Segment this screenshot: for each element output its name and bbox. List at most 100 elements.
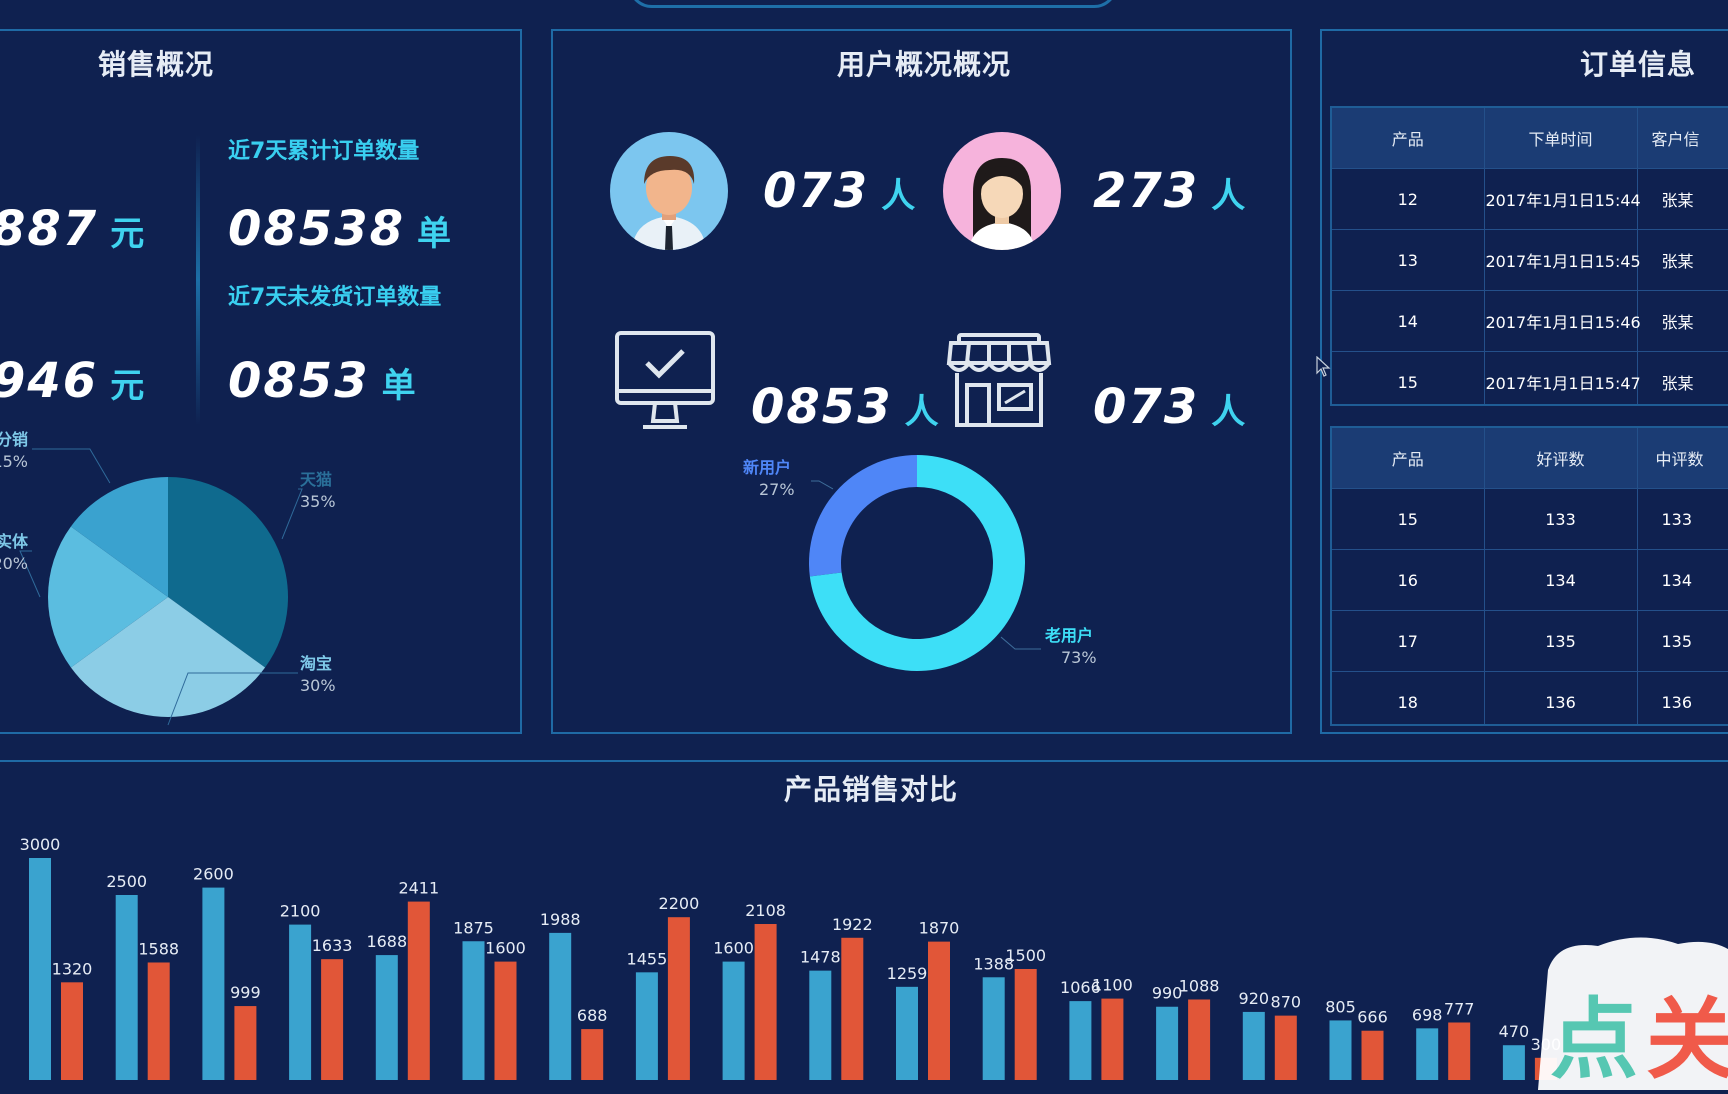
bar[interactable] <box>809 970 832 1080</box>
bar[interactable] <box>202 887 225 1080</box>
bar[interactable] <box>581 1029 604 1080</box>
bar-value-label: 1922 <box>832 915 873 934</box>
bar-value-label: 999 <box>230 983 261 1002</box>
donut-percent: 73% <box>1061 648 1097 667</box>
bar[interactable] <box>1242 1011 1265 1080</box>
column-header[interactable]: 下单时间 <box>1483 108 1637 169</box>
user-overview-panel: 用户概况概况 073 人 273 人 0853 <box>551 29 1292 734</box>
table-row[interactable]: 18 136 136 <box>1332 671 1728 724</box>
table-row[interactable]: 13 2017年1月1日15:45 张某 <box>1332 229 1728 291</box>
sales-amount-2-value: 946 <box>0 353 99 409</box>
review-table: 产品 好评数 中评数 15 133 133 16 134 134 17 135 135 18 136… <box>1330 426 1728 726</box>
sales-amount-1-value: 887 <box>0 201 99 257</box>
table-cell: 15 <box>1332 488 1484 550</box>
sales-divider <box>196 135 200 425</box>
users-title: 用户概况概况 <box>837 48 1012 81</box>
column-header[interactable]: 产品 <box>1332 428 1484 489</box>
bar[interactable] <box>462 941 485 1080</box>
pie-slice-label: 分销 <box>0 431 28 449</box>
donut-segment[interactable] <box>809 455 1025 671</box>
bar[interactable] <box>549 932 572 1080</box>
bar-value-label: 1388 <box>973 954 1014 973</box>
product-chart-title: 产品销售对比 <box>784 773 959 806</box>
bar[interactable] <box>29 858 51 1080</box>
column-header[interactable]: 客户信 <box>1636 108 1728 169</box>
bar[interactable] <box>841 937 864 1080</box>
bar[interactable] <box>1014 969 1037 1080</box>
bar[interactable] <box>147 962 170 1080</box>
bar[interactable] <box>1188 999 1211 1080</box>
bar-value-label: 2100 <box>280 902 321 921</box>
table-row[interactable]: 15 133 133 <box>1332 488 1728 550</box>
bar[interactable] <box>1069 1001 1092 1080</box>
bar-value-label: 2411 <box>398 879 439 898</box>
watermark-sticker: 点关 <box>1528 930 1728 1091</box>
bar[interactable] <box>494 961 517 1080</box>
table-row[interactable]: 17 135 135 <box>1332 610 1728 672</box>
bar[interactable] <box>982 977 1005 1080</box>
monitor-check-icon <box>615 331 715 429</box>
table-row[interactable]: 14 2017年1月1日15:46 张某 <box>1332 290 1728 352</box>
bar-value-label: 470 <box>1499 1022 1530 1041</box>
bar[interactable] <box>61 982 83 1080</box>
mouse-cursor-icon <box>1316 356 1331 377</box>
bar[interactable] <box>722 961 745 1080</box>
bar[interactable] <box>1329 1020 1352 1080</box>
bar[interactable] <box>754 924 777 1080</box>
male-avatar-icon <box>610 132 728 250</box>
pie-slice[interactable] <box>70 477 168 597</box>
bar[interactable] <box>115 895 138 1080</box>
table-row[interactable]: 16 134 134 <box>1332 549 1728 611</box>
female-avatar-icon <box>943 132 1061 250</box>
donut-label: 老用户 <box>1044 626 1093 645</box>
bar[interactable] <box>1416 1028 1439 1080</box>
bar[interactable] <box>928 941 950 1080</box>
bar[interactable] <box>1361 1030 1384 1080</box>
orders-7d-value: 08538 <box>228 201 405 257</box>
bar-value-label: 1875 <box>453 918 494 937</box>
pie-leader-line <box>19 550 41 598</box>
pie-slice-percent: 30% <box>300 676 336 695</box>
bar-value-label: 1320 <box>52 959 93 978</box>
bar[interactable] <box>635 972 658 1080</box>
female-user-value: 273 <box>1093 163 1200 219</box>
table-cell: 张某 <box>1636 229 1728 291</box>
unshipped-7d-count: 0853 单 <box>228 353 418 409</box>
watermark-char-1: 点关 <box>1550 988 1728 1090</box>
bar[interactable] <box>375 955 398 1080</box>
table-cell: 133 <box>1636 488 1728 550</box>
store-user-count: 073 人 <box>1093 379 1247 435</box>
column-header[interactable]: 产品 <box>1332 108 1484 169</box>
user-unit: 人 <box>1211 392 1248 432</box>
table-cell: 2017年1月1日15:46 <box>1483 290 1641 352</box>
table-cell: 14 <box>1332 290 1484 352</box>
bar[interactable] <box>1448 1022 1471 1080</box>
bar[interactable] <box>667 917 690 1080</box>
bar[interactable] <box>289 924 312 1080</box>
pie-slice[interactable] <box>48 526 168 668</box>
bar[interactable] <box>234 1006 257 1080</box>
pie-slice[interactable] <box>70 597 266 717</box>
review-grid: 产品 好评数 中评数 15 133 133 16 134 134 17 135 135 18 136… <box>1332 428 1728 724</box>
column-header[interactable]: 中评数 <box>1636 428 1728 489</box>
donut-segment[interactable] <box>809 455 917 577</box>
unshipped-7d-label: 近7天未发货订单数量 <box>228 285 442 310</box>
pie-slice-percent: 15% <box>0 452 28 471</box>
pie-slice[interactable] <box>168 477 288 668</box>
bar[interactable] <box>321 959 344 1080</box>
bar[interactable] <box>1156 1006 1179 1080</box>
table-row[interactable]: 12 2017年1月1日15:44 张某 <box>1332 168 1728 230</box>
bar[interactable] <box>407 901 430 1080</box>
bar-value-label: 1478 <box>800 948 841 967</box>
bar[interactable] <box>1274 1015 1297 1080</box>
bar-value-label: 2500 <box>106 872 147 891</box>
bar[interactable] <box>1101 998 1124 1080</box>
bar[interactable] <box>1502 1045 1525 1080</box>
bar-value-label: 990 <box>1152 984 1183 1003</box>
product-sales-bar-chart: 3000 1320 2500 1588 2600 999 2100 1633 1688 2411 1… <box>20 835 1561 1080</box>
column-header[interactable]: 好评数 <box>1483 428 1637 489</box>
pie-leader-line <box>167 672 298 726</box>
bar[interactable] <box>896 986 918 1080</box>
table-row[interactable]: 15 2017年1月1日15:47 张某 <box>1332 351 1728 404</box>
store-user-value: 073 <box>1093 379 1200 435</box>
